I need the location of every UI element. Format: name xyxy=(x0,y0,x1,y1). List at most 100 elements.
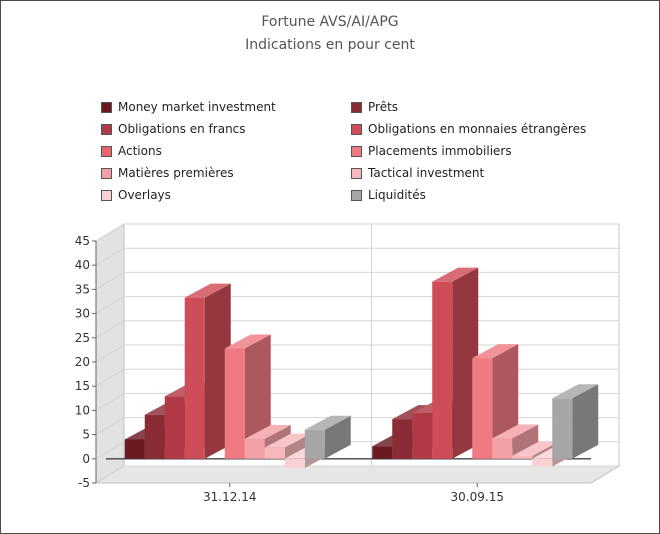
legend-item: Actions xyxy=(101,143,162,159)
bar xyxy=(512,441,559,459)
gridline-side xyxy=(95,392,125,411)
bar-front xyxy=(472,358,493,459)
legend-swatch xyxy=(351,167,362,179)
legend-swatch xyxy=(351,189,362,201)
bar-front xyxy=(184,297,205,459)
bar-front xyxy=(284,458,305,468)
legend-label: Matières premières xyxy=(118,166,234,180)
bar-front xyxy=(144,414,165,459)
x-tick-label: 31.12.14 xyxy=(203,490,256,504)
legend-swatch xyxy=(101,101,112,113)
bar-front xyxy=(412,413,433,459)
legend-swatch xyxy=(101,189,112,201)
legend-item: Matières premières xyxy=(101,165,234,181)
floor xyxy=(94,465,621,484)
y-tick-label: 20 xyxy=(75,355,90,369)
y-tick-label: 30 xyxy=(75,307,90,321)
bar-side xyxy=(244,334,271,459)
bar-top xyxy=(184,283,231,298)
bar xyxy=(224,334,271,459)
legend-swatch xyxy=(351,145,362,157)
gridline-side xyxy=(95,247,125,266)
bar-front xyxy=(244,438,265,459)
bar xyxy=(304,415,351,459)
chart-title: Fortune AVS/AI/APG xyxy=(261,14,399,30)
bar-front xyxy=(304,429,325,459)
legend-label: Prêts xyxy=(368,100,399,114)
x-tick-label: 30.09.15 xyxy=(451,490,504,504)
legend-label: Actions xyxy=(118,144,162,158)
legend-swatch xyxy=(101,123,112,135)
legend-item: Tactical investment xyxy=(351,165,484,181)
legend-swatch xyxy=(101,167,112,179)
gridline-side xyxy=(95,344,125,363)
bar xyxy=(432,267,479,459)
bar-front xyxy=(392,419,413,459)
y-tick-label: 25 xyxy=(75,331,90,345)
chart-subtitle: Indications en pour cent xyxy=(245,37,415,53)
bar-top xyxy=(512,441,559,456)
bar xyxy=(264,433,311,459)
gridline-side xyxy=(95,465,125,484)
bar-front xyxy=(492,438,513,459)
bar-front xyxy=(164,396,185,459)
legend-label: Money market investment xyxy=(118,100,276,114)
y-tick-label: -5 xyxy=(78,476,90,490)
y-tick-label: 0 xyxy=(82,452,90,466)
bar-side xyxy=(532,441,559,459)
y-tick-label: 5 xyxy=(82,428,90,442)
bar-top xyxy=(224,334,271,349)
gridline-side xyxy=(95,296,125,315)
bar xyxy=(492,424,539,459)
gridline-side xyxy=(95,223,125,242)
bar-front xyxy=(124,439,145,459)
bar-front xyxy=(532,458,553,467)
bar-side xyxy=(324,415,351,459)
gridline-side xyxy=(95,368,125,387)
legend-swatch xyxy=(351,101,362,113)
legend-item: Prêts xyxy=(351,99,398,115)
bar-side xyxy=(284,433,311,459)
legend-label: Tactical investment xyxy=(368,166,485,180)
bar-front xyxy=(512,455,533,459)
bar-top xyxy=(432,267,479,282)
legend-label: Obligations en monnaies étrangères xyxy=(368,122,587,136)
legend-item: Money market investment xyxy=(101,99,276,115)
legend-label: Obligations en francs xyxy=(118,122,246,136)
bar-side xyxy=(204,283,231,459)
legend-swatch xyxy=(351,123,362,135)
gridline-side xyxy=(95,320,125,339)
bar-top xyxy=(244,424,291,439)
legend-label: Placements immobiliers xyxy=(368,144,512,158)
bar-front xyxy=(264,447,285,459)
bar-side xyxy=(512,424,539,459)
bar-top xyxy=(264,433,311,448)
bar-front xyxy=(432,281,453,459)
y-tick-label: 35 xyxy=(75,282,90,296)
gridline-side xyxy=(95,271,125,290)
legend-label: Overlays xyxy=(118,188,171,202)
gridline-side xyxy=(95,417,125,436)
legend-item: Obligations en monnaies étrangères xyxy=(351,121,586,137)
legend-swatch xyxy=(101,145,112,157)
legend-label: Liquidités xyxy=(368,188,426,202)
bar-top xyxy=(552,384,599,399)
y-tick-label: 40 xyxy=(75,258,90,272)
bar-front xyxy=(552,398,573,459)
legend-item: Obligations en francs xyxy=(101,121,246,137)
bar-top xyxy=(304,415,351,430)
y-tick-label: 45 xyxy=(75,234,90,248)
legend-item: Overlays xyxy=(101,187,171,203)
bar-top xyxy=(472,344,519,359)
bar-side xyxy=(572,384,599,459)
bar-side xyxy=(452,267,479,459)
bar-front xyxy=(224,348,245,459)
legend-item: Placements immobiliers xyxy=(351,143,512,159)
bar xyxy=(184,283,231,459)
bar-front xyxy=(372,446,393,459)
y-tick-label: 10 xyxy=(75,403,90,417)
bar-top xyxy=(492,424,539,439)
gridline-side xyxy=(95,441,125,460)
